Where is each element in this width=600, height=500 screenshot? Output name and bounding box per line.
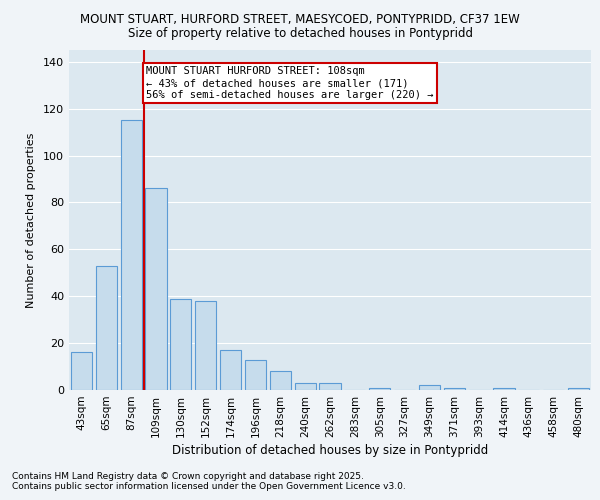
Bar	[444, 388, 465, 390]
Bar	[493, 388, 515, 390]
Bar	[195, 301, 216, 390]
Bar	[319, 383, 341, 390]
Text: Contains HM Land Registry data © Crown copyright and database right 2025.: Contains HM Land Registry data © Crown c…	[12, 472, 364, 481]
Bar	[369, 388, 390, 390]
Bar	[170, 298, 191, 390]
Bar	[270, 371, 291, 390]
Bar	[145, 188, 167, 390]
Bar	[121, 120, 142, 390]
Y-axis label: Number of detached properties: Number of detached properties	[26, 132, 36, 308]
Bar	[96, 266, 117, 390]
X-axis label: Distribution of detached houses by size in Pontypridd: Distribution of detached houses by size …	[172, 444, 488, 457]
Text: Contains public sector information licensed under the Open Government Licence v3: Contains public sector information licen…	[12, 482, 406, 491]
Text: Size of property relative to detached houses in Pontypridd: Size of property relative to detached ho…	[128, 28, 473, 40]
Bar	[568, 388, 589, 390]
Bar	[220, 350, 241, 390]
Bar	[295, 383, 316, 390]
Bar	[71, 352, 92, 390]
Text: MOUNT STUART, HURFORD STREET, MAESYCOED, PONTYPRIDD, CF37 1EW: MOUNT STUART, HURFORD STREET, MAESYCOED,…	[80, 12, 520, 26]
Text: MOUNT STUART HURFORD STREET: 108sqm
← 43% of detached houses are smaller (171)
5: MOUNT STUART HURFORD STREET: 108sqm ← 43…	[146, 66, 434, 100]
Bar	[419, 386, 440, 390]
Bar	[245, 360, 266, 390]
